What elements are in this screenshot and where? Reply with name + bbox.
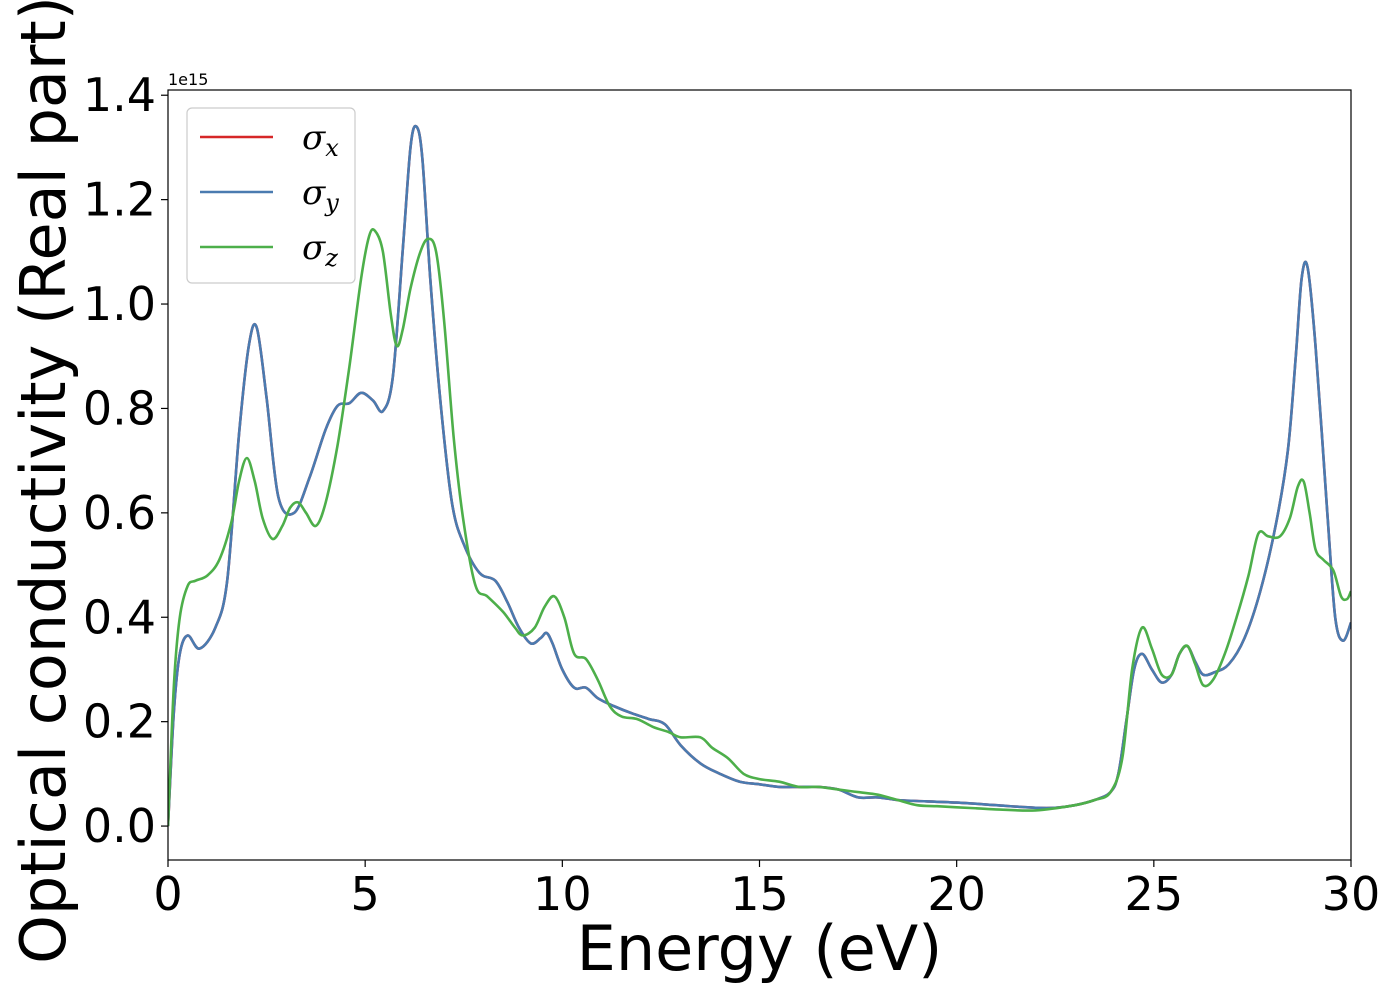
legend-entry-z: σz bbox=[200, 228, 338, 272]
y-offset-label: 1e15 bbox=[168, 70, 208, 89]
legend-entry-x: σx bbox=[200, 118, 339, 162]
y-tick-label: 0.0 bbox=[83, 799, 156, 853]
y-tick-label: 0.2 bbox=[83, 695, 156, 749]
x-tick-label: 10 bbox=[533, 867, 592, 921]
x-tick-label: 25 bbox=[1125, 867, 1184, 921]
legend-label-z: σz bbox=[302, 228, 338, 272]
y-axis-label: Optical conductivity (Real part) bbox=[7, 0, 80, 964]
y-tick-label: 0.8 bbox=[83, 381, 156, 435]
y-tick-label: 0.4 bbox=[83, 590, 156, 644]
legend-entry-y: σy bbox=[200, 173, 339, 217]
x-tick-label: 0 bbox=[153, 867, 182, 921]
x-tick-label: 5 bbox=[351, 867, 380, 921]
x-tick-label: 20 bbox=[927, 867, 986, 921]
y-tick-label: 1.0 bbox=[83, 277, 156, 331]
series-line-z bbox=[168, 228, 1351, 827]
series-lines bbox=[168, 124, 1351, 827]
legend-label-y: σy bbox=[302, 173, 339, 217]
y-tick-label: 0.6 bbox=[83, 486, 156, 540]
axis-ticks: 0 5 10 15 20 25 30 0.0 0.2 0.4 0.6 0.8 1.0 1.2 1.4 bbox=[83, 68, 1380, 921]
y-tick-label: 1.4 bbox=[83, 68, 156, 122]
legend-box bbox=[186, 107, 356, 284]
x-tick-label: 15 bbox=[730, 867, 789, 921]
x-tick-label: 30 bbox=[1322, 867, 1381, 921]
legend-label-x: σx bbox=[302, 118, 339, 162]
x-axis-label: Energy (eV) bbox=[577, 912, 943, 985]
series-line-y bbox=[168, 124, 1351, 827]
legend: σx σy σz bbox=[186, 107, 356, 284]
y-tick-label: 1.2 bbox=[83, 173, 156, 227]
